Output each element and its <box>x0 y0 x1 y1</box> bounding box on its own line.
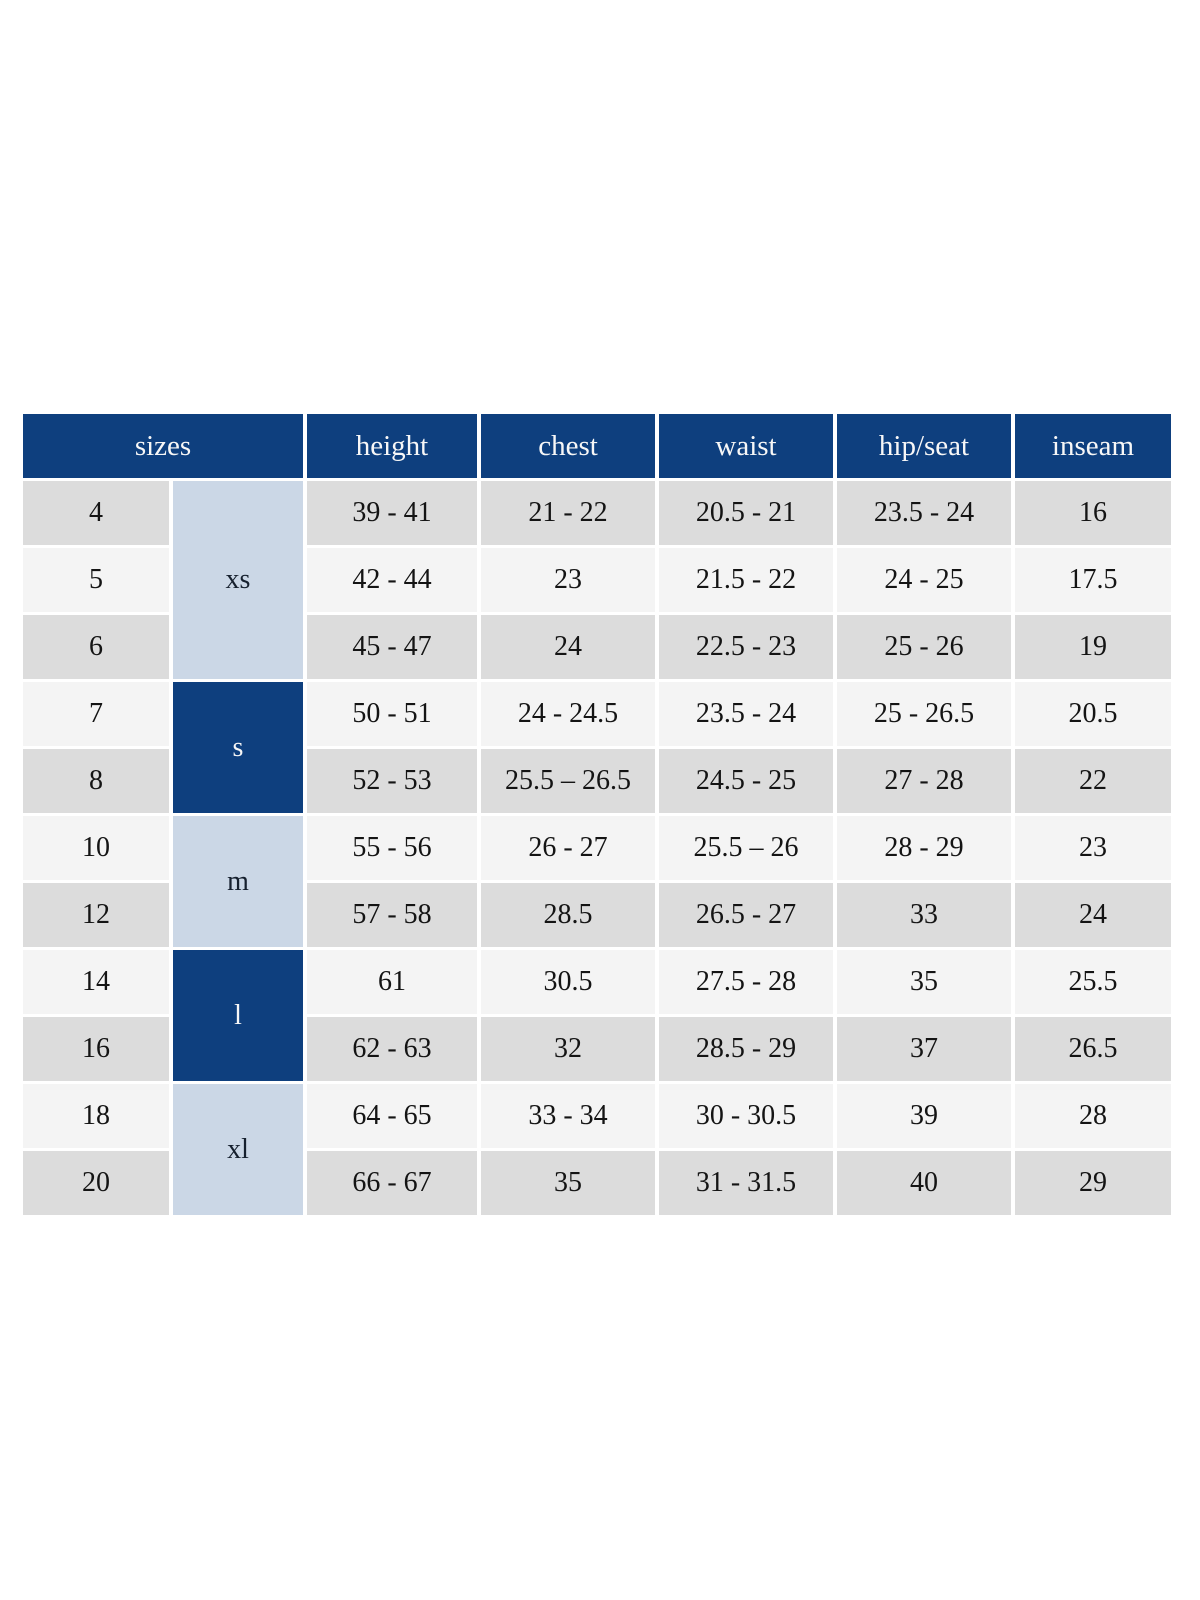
table-row: 20 66 - 67 35 31 - 31.5 40 29 <box>23 1151 1171 1215</box>
cell-size: 7 <box>23 682 169 746</box>
cell-waist: 21.5 - 22 <box>659 548 833 612</box>
cell-waist: 22.5 - 23 <box>659 615 833 679</box>
cell-height: 50 - 51 <box>307 682 477 746</box>
cell-chest: 23 <box>481 548 655 612</box>
cell-group-m: m <box>173 816 303 947</box>
cell-hip-seat: 40 <box>837 1151 1011 1215</box>
cell-waist: 27.5 - 28 <box>659 950 833 1014</box>
cell-hip-seat: 24 - 25 <box>837 548 1011 612</box>
table-row: 6 45 - 47 24 22.5 - 23 25 - 26 19 <box>23 615 1171 679</box>
cell-chest: 24 <box>481 615 655 679</box>
cell-waist: 30 - 30.5 <box>659 1084 833 1148</box>
cell-chest: 33 - 34 <box>481 1084 655 1148</box>
cell-group-xl: xl <box>173 1084 303 1215</box>
header-row: sizes height chest waist hip/seat inseam <box>23 414 1171 478</box>
cell-size: 16 <box>23 1017 169 1081</box>
cell-inseam: 25.5 <box>1015 950 1171 1014</box>
cell-inseam: 19 <box>1015 615 1171 679</box>
cell-inseam: 24 <box>1015 883 1171 947</box>
cell-hip-seat: 39 <box>837 1084 1011 1148</box>
header-hip-seat: hip/seat <box>837 414 1011 478</box>
cell-group-xs: xs <box>173 481 303 679</box>
table-row: 7 s 50 - 51 24 - 24.5 23.5 - 24 25 - 26.… <box>23 682 1171 813</box>
cell-height: 64 - 65 <box>307 1084 477 1148</box>
cell-size: 12 <box>23 883 169 947</box>
cell-chest: 32 <box>481 1017 655 1081</box>
size-chart: sizes height chest waist hip/seat inseam… <box>19 411 1179 1218</box>
cell-hip-seat: 28 - 29 <box>837 816 1011 880</box>
cell-waist: 20.5 - 21 <box>659 481 833 545</box>
cell-inseam: 26.5 <box>1015 1017 1171 1081</box>
cell-chest: 25.5 – 26.5 <box>481 749 655 813</box>
cell-size: 20 <box>23 1151 169 1215</box>
cell-height: 57 - 58 <box>307 883 477 947</box>
table-row: 8 52 - 53 25.5 – 26.5 24.5 - 25 27 - 28 … <box>23 749 1171 813</box>
cell-size: 18 <box>23 1084 169 1148</box>
cell-hip-seat: 25 - 26.5 <box>837 682 1011 746</box>
cell-height: 55 - 56 <box>307 816 477 880</box>
header-chest: chest <box>481 414 655 478</box>
cell-height: 66 - 67 <box>307 1151 477 1215</box>
cell-chest: 24 - 24.5 <box>481 682 655 746</box>
table-row: 12 57 - 58 28.5 26.5 - 27 33 24 <box>23 883 1171 947</box>
cell-inseam: 28 <box>1015 1084 1171 1148</box>
table-row: 16 62 - 63 32 28.5 - 29 37 26.5 <box>23 1017 1171 1081</box>
size-chart-table: sizes height chest waist hip/seat inseam… <box>19 411 1175 1218</box>
cell-inseam: 17.5 <box>1015 548 1171 612</box>
header-sizes: sizes <box>23 414 303 478</box>
cell-chest: 35 <box>481 1151 655 1215</box>
cell-inseam: 20.5 <box>1015 682 1171 746</box>
cell-height: 42 - 44 <box>307 548 477 612</box>
cell-size: 4 <box>23 481 169 545</box>
cell-hip-seat: 27 - 28 <box>837 749 1011 813</box>
cell-size: 10 <box>23 816 169 880</box>
cell-chest: 21 - 22 <box>481 481 655 545</box>
cell-size: 8 <box>23 749 169 813</box>
cell-hip-seat: 33 <box>837 883 1011 947</box>
cell-hip-seat: 35 <box>837 950 1011 1014</box>
table-row: 10 m 55 - 56 26 - 27 25.5 – 26 28 - 29 2… <box>23 816 1171 947</box>
cell-waist: 31 - 31.5 <box>659 1151 833 1215</box>
cell-chest: 30.5 <box>481 950 655 1014</box>
header-waist: waist <box>659 414 833 478</box>
cell-inseam: 22 <box>1015 749 1171 813</box>
cell-hip-seat: 37 <box>837 1017 1011 1081</box>
cell-hip-seat: 23.5 - 24 <box>837 481 1011 545</box>
cell-inseam: 16 <box>1015 481 1171 545</box>
table-row: 4 xs 39 - 41 21 - 22 20.5 - 21 23.5 - 24… <box>23 481 1171 679</box>
cell-inseam: 29 <box>1015 1151 1171 1215</box>
cell-height: 39 - 41 <box>307 481 477 545</box>
cell-waist: 25.5 – 26 <box>659 816 833 880</box>
cell-height: 52 - 53 <box>307 749 477 813</box>
cell-waist: 26.5 - 27 <box>659 883 833 947</box>
cell-hip-seat: 25 - 26 <box>837 615 1011 679</box>
cell-size: 6 <box>23 615 169 679</box>
cell-inseam: 23 <box>1015 816 1171 880</box>
cell-group-s: s <box>173 682 303 813</box>
cell-size: 14 <box>23 950 169 1014</box>
table-row: 5 42 - 44 23 21.5 - 22 24 - 25 17.5 <box>23 548 1171 612</box>
cell-height: 62 - 63 <box>307 1017 477 1081</box>
header-height: height <box>307 414 477 478</box>
header-inseam: inseam <box>1015 414 1171 478</box>
cell-chest: 28.5 <box>481 883 655 947</box>
cell-height: 45 - 47 <box>307 615 477 679</box>
table-row: 18 xl 64 - 65 33 - 34 30 - 30.5 39 28 <box>23 1084 1171 1215</box>
cell-size: 5 <box>23 548 169 612</box>
cell-group-l: l <box>173 950 303 1081</box>
cell-waist: 28.5 - 29 <box>659 1017 833 1081</box>
cell-height: 61 <box>307 950 477 1014</box>
cell-waist: 23.5 - 24 <box>659 682 833 746</box>
cell-waist: 24.5 - 25 <box>659 749 833 813</box>
cell-chest: 26 - 27 <box>481 816 655 880</box>
table-row: 14 l 61 30.5 27.5 - 28 35 25.5 <box>23 950 1171 1081</box>
